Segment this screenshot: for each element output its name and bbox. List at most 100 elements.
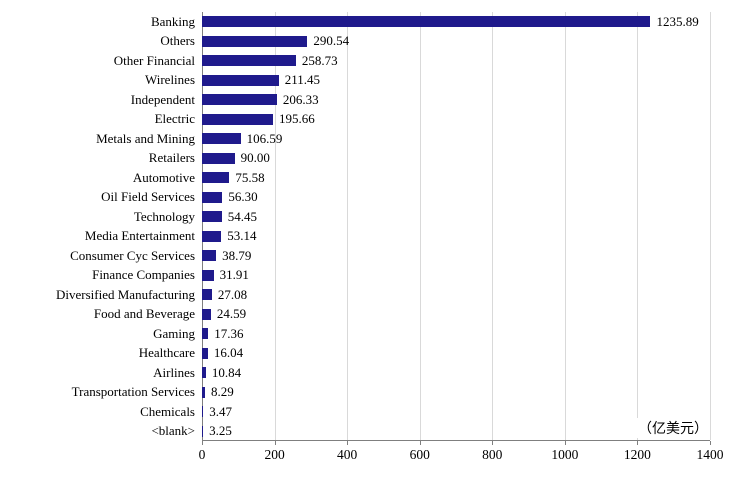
bar-track: 75.58 bbox=[202, 168, 710, 188]
category-label: Retailers bbox=[148, 150, 195, 166]
bar-track: 56.30 bbox=[202, 188, 710, 208]
bar-row: Electric 195.66 bbox=[0, 110, 710, 130]
category-label: Food and Beverage bbox=[93, 306, 195, 322]
bar-row: Finance Companies 31.91 bbox=[0, 266, 710, 286]
bar bbox=[202, 250, 217, 262]
value-label: 38.79 bbox=[222, 247, 252, 263]
value-label: 56.30 bbox=[228, 189, 258, 205]
category-label: Diversified Manufacturing bbox=[56, 286, 195, 302]
gridline bbox=[637, 12, 639, 440]
bar-row: Technology 54.45 bbox=[0, 207, 710, 227]
bar-row: Metals and Mining 106.59 bbox=[0, 129, 710, 149]
bar bbox=[202, 94, 277, 106]
bar-rows: Banking 1235.89 Others 290.54 Other Financia… bbox=[0, 12, 710, 441]
x-axis-tick-label: 1400 bbox=[696, 447, 724, 462]
bar-row: Other Financial 258.73 bbox=[0, 51, 710, 71]
bar bbox=[202, 269, 214, 281]
value-label: 75.58 bbox=[235, 169, 265, 185]
value-label: 3.25 bbox=[209, 423, 232, 439]
bar-row: Healthcare 16.04 bbox=[0, 344, 710, 364]
value-label: 53.14 bbox=[227, 228, 257, 244]
value-label: 290.54 bbox=[313, 33, 350, 49]
x-axis-tick bbox=[419, 441, 421, 445]
bar-row: Others 290.54 bbox=[0, 32, 710, 52]
gridline bbox=[710, 12, 711, 440]
bar-row: Media Entertainment 53.14 bbox=[0, 227, 710, 247]
bar-track: 206.33 bbox=[202, 90, 710, 110]
category-label: Other Financial bbox=[113, 52, 195, 68]
bar-row: Food and Beverage 24.59 bbox=[0, 305, 710, 325]
x-axis-tick-label: 1000 bbox=[551, 447, 579, 462]
bar-track: 195.66 bbox=[202, 110, 710, 130]
bar-track: 16.04 bbox=[202, 344, 710, 364]
category-label: Others bbox=[160, 33, 195, 49]
x-axis-tick bbox=[564, 441, 566, 445]
bar bbox=[202, 172, 230, 184]
value-label: 3.47 bbox=[209, 403, 232, 419]
gridline bbox=[347, 12, 349, 440]
bar-row: Chemicals 3.47 bbox=[0, 402, 710, 422]
value-label: 1235.89 bbox=[656, 13, 699, 29]
bar bbox=[202, 55, 296, 67]
bar bbox=[202, 406, 204, 418]
category-label: Consumer Cyc Services bbox=[70, 247, 195, 263]
bar bbox=[202, 308, 211, 320]
x-axis-tick-label: 400 bbox=[337, 447, 358, 462]
category-label: Wirelines bbox=[144, 72, 195, 88]
bar-track: 3.25 bbox=[202, 422, 710, 442]
bar-track: 3.47 bbox=[202, 402, 710, 422]
x-axis-tick-label: 1200 bbox=[623, 447, 651, 462]
value-label: 16.04 bbox=[213, 345, 244, 361]
bar bbox=[202, 113, 273, 125]
category-label: Chemicals bbox=[140, 403, 195, 419]
gridline bbox=[492, 12, 494, 440]
x-axis: 0 200 400 600 800 1000 1200 1400 bbox=[198, 441, 724, 471]
value-label: 17.36 bbox=[214, 325, 244, 341]
bar-row: Airlines 10.84 bbox=[0, 363, 710, 383]
value-label: 258.73 bbox=[301, 52, 338, 68]
bar-row: Oil Field Services 56.30 bbox=[0, 188, 710, 208]
category-label: Metals and Mining bbox=[96, 130, 195, 146]
bar-track: 27.08 bbox=[202, 285, 710, 305]
category-label: Banking bbox=[150, 13, 195, 29]
x-axis-tick-label: 600 bbox=[409, 447, 430, 462]
bar-row: Wirelines 211.45 bbox=[0, 71, 710, 91]
bar bbox=[202, 16, 651, 28]
x-axis-tick bbox=[637, 441, 639, 445]
chart-body: Banking 1235.89 Others 290.54 Other Financia… bbox=[0, 12, 711, 441]
bar-track: 90.00 bbox=[202, 149, 710, 169]
x-axis-tick-label: 800 bbox=[482, 447, 503, 462]
bar-row: Gaming 17.36 bbox=[0, 324, 710, 344]
category-label: Electric bbox=[154, 111, 195, 127]
bar bbox=[202, 425, 204, 437]
x-axis-tick-label: 0 bbox=[198, 447, 206, 462]
value-label: 10.84 bbox=[211, 364, 242, 380]
value-label: 195.66 bbox=[278, 111, 315, 127]
category-label: Independent bbox=[130, 91, 195, 107]
bar-row: Diversified Manufacturing 27.08 bbox=[0, 285, 710, 305]
bar-track: 211.45 bbox=[202, 71, 710, 91]
bar-track: 54.45 bbox=[202, 207, 710, 227]
bar bbox=[202, 74, 279, 86]
bar-track: 8.29 bbox=[202, 383, 710, 403]
bar-row: Banking 1235.89 bbox=[0, 12, 710, 32]
bar-row: Retailers 90.00 bbox=[0, 149, 710, 169]
bar-row: Transportation Services 8.29 bbox=[0, 383, 710, 403]
gridlines bbox=[202, 12, 711, 441]
x-axis-tick bbox=[347, 441, 349, 445]
gridline bbox=[419, 12, 421, 440]
bar-track: 38.79 bbox=[202, 246, 710, 266]
category-label: Technology bbox=[133, 208, 195, 224]
bar bbox=[202, 211, 222, 223]
bar bbox=[202, 328, 209, 340]
value-label: 106.59 bbox=[246, 130, 283, 146]
category-label: <blank> bbox=[151, 423, 195, 439]
bar-track: 31.91 bbox=[202, 266, 710, 286]
value-label: 27.08 bbox=[217, 286, 248, 302]
bar-track: 24.59 bbox=[202, 305, 710, 325]
bar-row: Consumer Cyc Services 38.79 bbox=[0, 246, 710, 266]
value-label: 24.59 bbox=[216, 306, 247, 322]
bar bbox=[202, 347, 208, 359]
value-label: 211.45 bbox=[284, 72, 320, 88]
